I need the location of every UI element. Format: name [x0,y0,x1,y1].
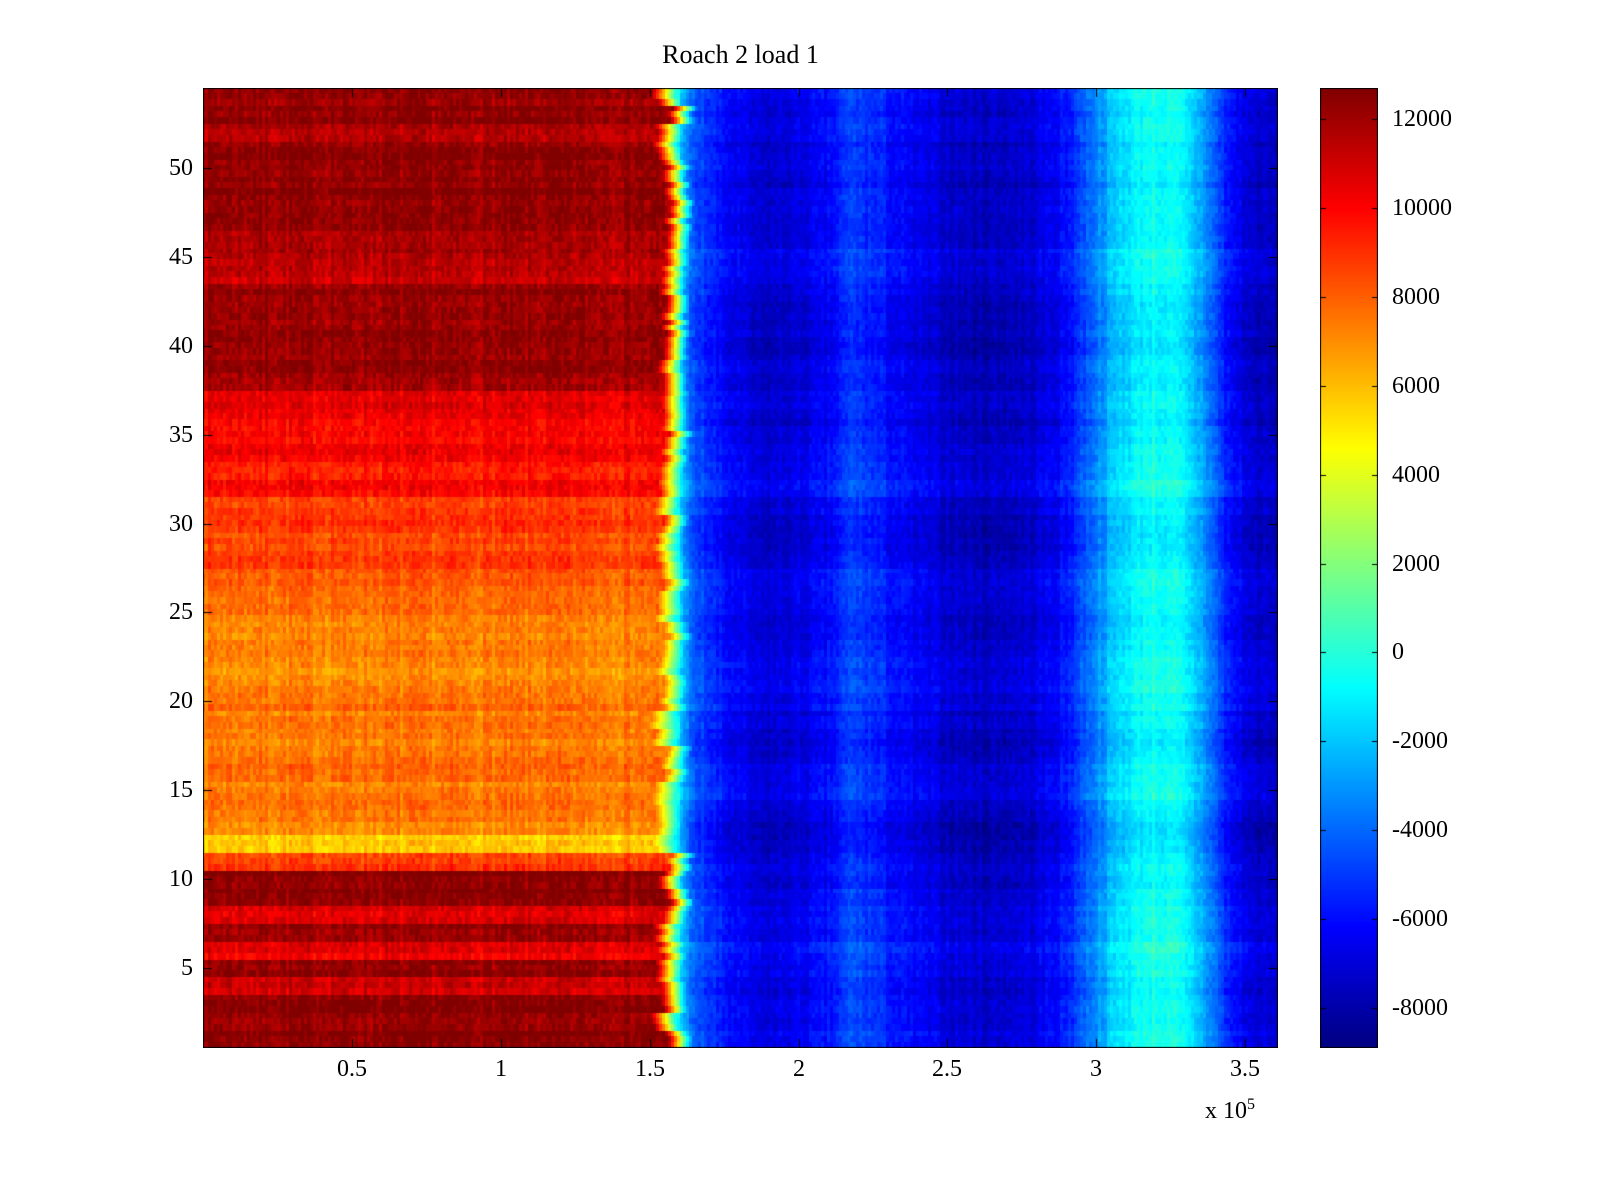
colorbar-tick-label: -4000 [1392,817,1448,843]
y-tick-label: 5 [181,955,193,981]
x-tick-label: 1.5 [635,1056,665,1082]
x-tick-label: 3 [1090,1056,1102,1082]
colorbar-canvas [1320,88,1378,1048]
heatmap-canvas [203,88,1278,1048]
colorbar-tick-label: -2000 [1392,728,1448,754]
y-tick-label: 10 [169,866,193,892]
x-tick-label: 3.5 [1230,1056,1260,1082]
x-tick-label: 2.5 [932,1056,962,1082]
y-tick-label: 40 [169,333,193,359]
colorbar-tick-label: 10000 [1392,195,1452,221]
x-exp-power: 5 [1247,1096,1255,1113]
x-tick-label: 2 [793,1056,805,1082]
colorbar-tick-label: 4000 [1392,462,1440,488]
x-tick-label: 0.5 [337,1056,367,1082]
y-tick-label: 15 [169,777,193,803]
y-tick-label: 35 [169,422,193,448]
y-tick-label: 50 [169,155,193,181]
x-axis-exponent-label: x 105 [1205,1096,1255,1125]
colorbar-tick-label: 0 [1392,639,1404,665]
y-tick-label: 30 [169,511,193,537]
y-tick-label: 25 [169,599,193,625]
colorbar-tick-label: -6000 [1392,906,1448,932]
colorbar-tick-label: -8000 [1392,995,1448,1021]
colorbar-tick-label: 6000 [1392,373,1440,399]
colorbar-tick-label: 2000 [1392,551,1440,577]
x-exp-prefix: x 10 [1205,1098,1247,1124]
colorbar-tick-label: 8000 [1392,284,1440,310]
y-tick-label: 45 [169,244,193,270]
chart-title: Roach 2 load 1 [662,40,819,69]
colorbar-tick-label: 12000 [1392,106,1452,132]
x-tick-label: 1 [495,1056,507,1082]
y-tick-label: 20 [169,688,193,714]
